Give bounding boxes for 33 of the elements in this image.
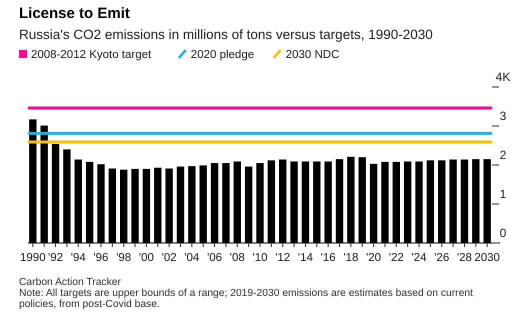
x-tick-label: '04 — [184, 252, 200, 264]
x-tick-label: '22 — [388, 252, 404, 264]
x-tick-label: '18 — [343, 252, 358, 264]
x-tick-label: '02 — [162, 252, 177, 264]
x-tick-label: '20 — [366, 252, 382, 264]
x-tick-label: '24 — [412, 252, 428, 264]
x-tick-label: '96 — [93, 252, 108, 264]
y-tick-label: 3 — [500, 109, 507, 123]
x-tick-label: '06 — [207, 252, 222, 264]
x-tick-label: '16 — [320, 252, 336, 264]
legend-label: 2030 NDC — [286, 49, 340, 61]
x-tick-label: '14 — [298, 252, 314, 264]
y-tick-label: 4K — [496, 70, 510, 84]
x-tick-label: '98 — [116, 252, 132, 264]
x-tick-label: '28 — [456, 252, 472, 264]
x-tick-label: '12 — [275, 252, 290, 264]
x-tick-label: '10 — [252, 252, 268, 264]
y-tick-label: 2 — [500, 148, 507, 162]
y-tick-label: 1 — [500, 187, 507, 201]
chart-title: License to Emit — [19, 5, 130, 22]
legend-label: 2008-2012 Kyoto target — [31, 49, 152, 61]
x-tick-label: 2030 — [474, 252, 500, 264]
x-tick-label: 1990 — [20, 252, 46, 264]
x-tick-label: '92 — [48, 252, 64, 264]
x-tick-label: '94 — [70, 252, 86, 264]
x-tick-label: '26 — [434, 252, 450, 264]
legend-label: 2020 pledge — [190, 49, 254, 61]
text: Note: All targets are upper bounds of a range; 2019-2030 emissions are estimates based on current policies, from post-Covid base. — [19, 288, 474, 310]
y-tick-label: 0 — [500, 226, 507, 240]
text: Carbon Action Tracker — [19, 277, 122, 288]
chart-subtitle: Russia's CO2 emissions in millions of tons versus targets, 1990-2030 — [19, 27, 433, 42]
x-tick-label: '00 — [138, 252, 154, 264]
x-tick-label: '08 — [230, 252, 245, 264]
